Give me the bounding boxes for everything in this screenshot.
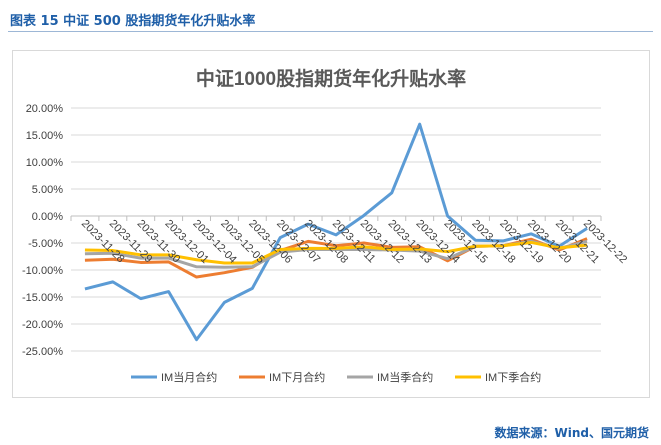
y-tick-label: -5.00% — [28, 238, 63, 250]
chart-container: 中证1000股指期货年化升贴水率 20.00% 15.00% 10.00% 5.00%… — [12, 50, 650, 398]
y-tick-label: -10.00% — [22, 265, 63, 277]
figure-title: 图表 15 中证 500 股指期货年化升贴水率 — [10, 14, 256, 29]
y-tick-label: 10.00% — [26, 157, 64, 169]
chart-title: 中证1000股指期货年化升贴水率 — [196, 67, 466, 90]
title-divider — [8, 31, 653, 32]
y-tick-label: 5.00% — [32, 184, 63, 196]
y-tick-label: -25.00% — [22, 346, 63, 358]
y-tick-label: -20.00% — [22, 319, 63, 331]
legend-label: IM下季合约 — [485, 370, 541, 384]
y-tick-label: 15.00% — [26, 130, 64, 142]
legend-label: IM当季合约 — [377, 370, 433, 384]
source-note: 数据来源：Wind、国元期货 — [494, 426, 649, 440]
y-tick-label: 20.00% — [26, 103, 64, 115]
legend-label: IM当月合约 — [161, 370, 217, 384]
y-tick-label: 0.00% — [32, 211, 63, 223]
line-chart: 中证1000股指期货年化升贴水率 20.00% 15.00% 10.00% 5.00%… — [22, 67, 629, 384]
legend-label: IM下月合约 — [269, 370, 325, 384]
y-tick-label: -15.00% — [22, 292, 63, 304]
